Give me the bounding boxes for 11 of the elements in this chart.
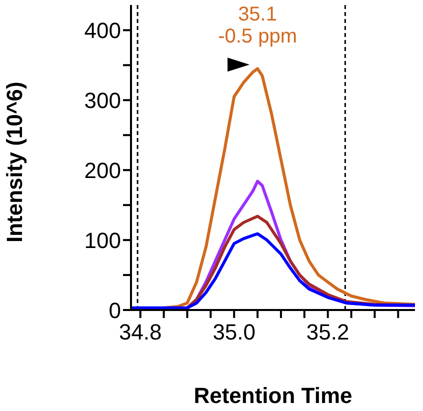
x-axis-title: Retention Time (194, 383, 352, 408)
x-tick-label: 34.8 (118, 320, 162, 345)
x-tick-label: 35.2 (306, 320, 350, 345)
annotation: 35.1 -0.5 ppm (218, 4, 298, 48)
y-tick-label: 100 (84, 228, 121, 253)
y-tick-label: 400 (84, 18, 121, 43)
x-tick-label: 35.0 (212, 320, 256, 345)
y-tick-label: 300 (84, 88, 121, 113)
y-tick-label: 0 (108, 298, 121, 323)
y-axis-title: Intensity (10^6) (2, 82, 27, 242)
y-tick-label: 200 (84, 158, 121, 183)
